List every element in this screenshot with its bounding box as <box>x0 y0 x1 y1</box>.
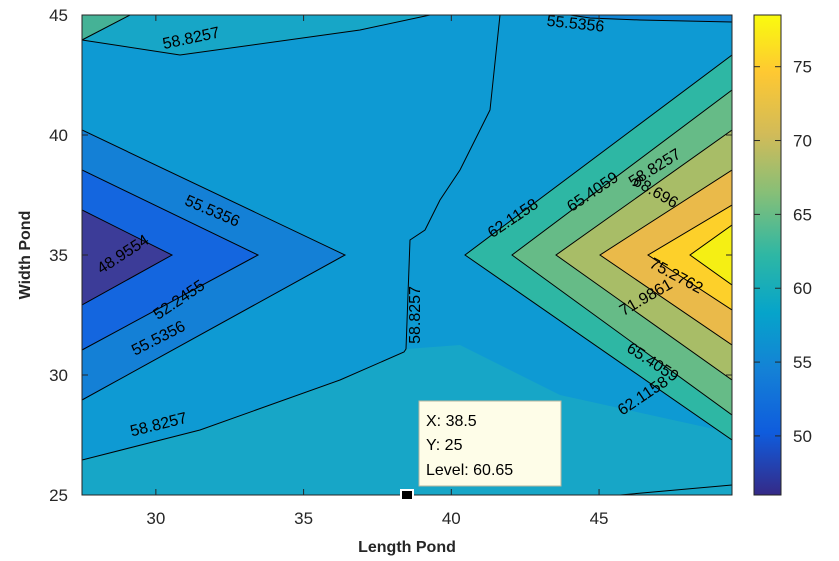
colorbar-tick-label: 60 <box>793 279 812 298</box>
contour-line <box>82 15 501 461</box>
x-axis-label: Length Pond <box>358 539 456 556</box>
fill-75-right <box>648 205 732 310</box>
colorbar-tick-label: 70 <box>793 132 812 151</box>
contour-line <box>464 54 732 441</box>
contour-line <box>82 129 347 401</box>
contour-label: 55.5356 <box>546 13 605 36</box>
fill-55-left <box>82 170 258 350</box>
datatip[interactable]: X: 38.5 Y: 25 Level: 60.65 <box>400 400 562 501</box>
datatip-x: X: 38.5 <box>426 413 477 430</box>
colorbar-ticks: 50 55 60 65 70 75 <box>754 58 812 446</box>
contour-line <box>569 15 732 23</box>
contour-line <box>647 204 732 311</box>
contour-label: 58.8257 <box>407 286 424 344</box>
y-tick-label: 45 <box>49 6 68 25</box>
y-tick-label: 35 <box>49 246 68 265</box>
contour-line <box>555 129 732 381</box>
fill-55-level-top-right <box>570 15 732 22</box>
y-tick-label: 40 <box>49 126 68 145</box>
contour-line <box>82 209 174 306</box>
contour-line <box>689 224 732 286</box>
datatip-box <box>418 400 562 487</box>
x-tick-label: 35 <box>294 509 313 528</box>
contour-line <box>82 15 131 41</box>
colorbar-tick-label: 75 <box>793 58 812 77</box>
y-tick-label: 30 <box>49 366 68 385</box>
contour-line <box>82 15 431 56</box>
fill-62-level-top <box>82 15 430 55</box>
contour-line <box>82 169 260 351</box>
datatip-level: Level: 60.65 <box>426 462 513 479</box>
contour-line <box>619 484 732 495</box>
fill-78-right <box>690 225 732 285</box>
fill-62-level-bottom <box>82 345 732 495</box>
colorbar-tick-label: 50 <box>793 427 812 446</box>
x-tick-label: 45 <box>590 509 609 528</box>
colorbar-tick-label: 55 <box>793 353 812 372</box>
datatip-marker[interactable] <box>400 489 414 501</box>
contour-line <box>511 89 732 416</box>
colorbar: 50 55 60 65 70 75 <box>753 14 812 496</box>
contour-lines <box>82 15 732 495</box>
x-ticks: 30 35 40 45 <box>146 15 609 528</box>
colorbar-gradient <box>753 14 782 496</box>
x-tick-label: 40 <box>442 509 461 528</box>
y-ticks: 25 30 35 40 45 <box>49 6 732 505</box>
contour-line <box>599 169 732 346</box>
plot-area: 48.955452.245555.535655.535655.535658.82… <box>17 6 733 556</box>
datatip-y: Y: 25 <box>426 437 463 454</box>
fill-52-left <box>82 210 172 305</box>
y-tick-label: 25 <box>49 486 68 505</box>
y-axis-label: Width Pond <box>17 211 34 300</box>
x-tick-label: 30 <box>146 509 165 528</box>
colorbar-tick-label: 65 <box>793 205 812 224</box>
contour-fills <box>82 15 732 495</box>
